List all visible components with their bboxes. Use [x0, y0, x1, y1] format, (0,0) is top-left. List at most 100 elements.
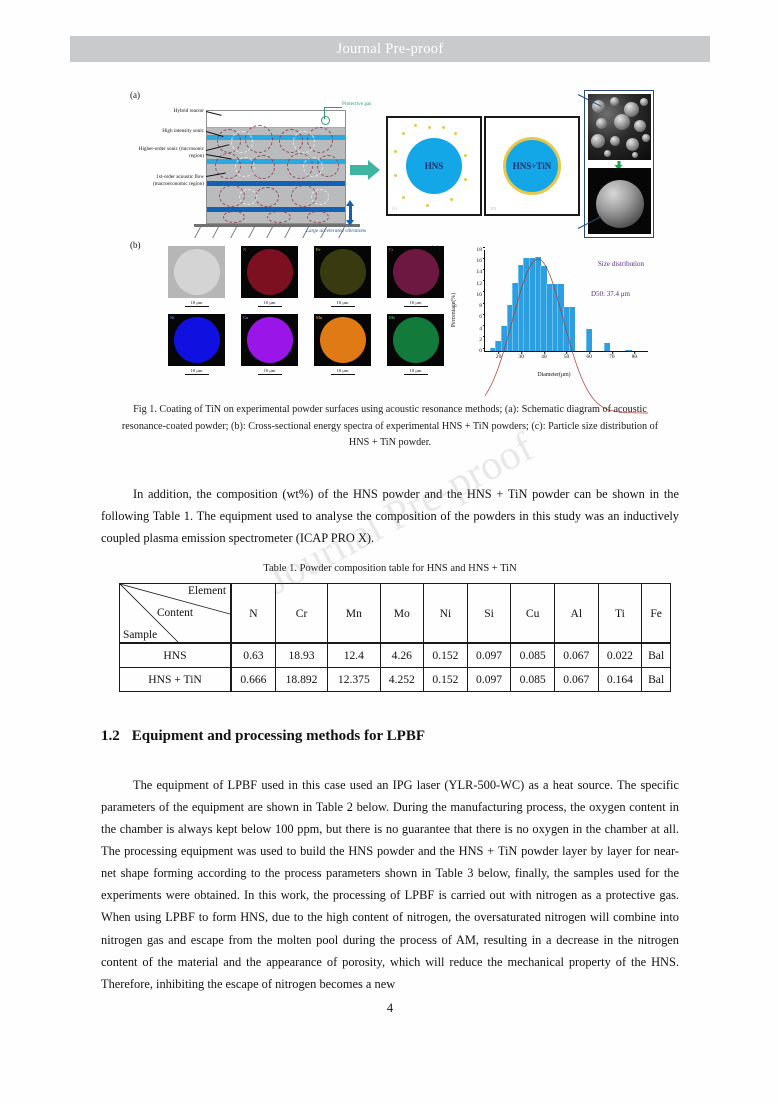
table-cell: 0.085 — [510, 667, 555, 692]
swirl-white — [239, 189, 257, 205]
panel-tag-2: TiN — [490, 206, 497, 211]
table-cell: 18.892 — [274, 667, 329, 692]
histogram-bar — [534, 256, 541, 351]
table-column-header: Al — [554, 583, 599, 644]
histogram-bar — [495, 341, 502, 351]
chart-plot-area: Size distribution D50: 37.4 μm 0 2 4 6 8 10 12… — [476, 246, 648, 352]
table-corner-cell: Element Content Sample — [119, 583, 232, 644]
x-axis-tick: 70 — [609, 351, 615, 360]
table-column-header: Mn — [327, 583, 381, 644]
histogram-bar — [546, 283, 553, 351]
eds-map-image: N — [241, 246, 298, 298]
eds-map-image: Mn — [314, 314, 371, 366]
eds-element-label: Mo — [389, 315, 396, 320]
figure-1: (a) — [128, 88, 656, 393]
table-column-header: N — [230, 583, 276, 644]
swirl-white — [311, 189, 329, 205]
histogram-bar — [585, 328, 592, 351]
section-heading-1-2: 1.2 Equipment and processing methods for … — [101, 728, 425, 745]
histogram-bar — [551, 283, 558, 351]
journal-preproof-banner: Journal Pre-proof — [70, 36, 710, 62]
table-column-header: Ni — [423, 583, 468, 644]
y-axis-tick: 4 — [479, 325, 485, 332]
panel-c-tag: (c) — [430, 244, 440, 254]
scale-bar: 10 μm — [387, 368, 444, 375]
x-axis-tick: 50 — [564, 351, 569, 360]
acoustic-band-2 — [207, 207, 345, 212]
swirl — [223, 211, 245, 223]
y-axis-tick: 18 — [476, 246, 485, 253]
histogram-bar — [523, 258, 530, 351]
eds-map-disc — [246, 249, 293, 295]
histogram-bar — [568, 307, 575, 351]
sem-image-box — [584, 90, 654, 238]
table-column-header: Mo — [379, 583, 425, 644]
x-axis-tick: 60 — [586, 351, 592, 360]
eds-map-row: Ni 10 μm Cu 10 μm Mn 10 μm Mo 10 μm — [168, 314, 444, 382]
y-axis-tick: 6 — [479, 313, 485, 320]
scale-bar: 10 μm — [168, 300, 225, 307]
table-cell: 4.26 — [379, 642, 425, 668]
table-cell: 0.067 — [554, 667, 599, 692]
label-first-order-acoustic-flow: 1st-order acoustic flow (macroeconomic r… — [152, 174, 204, 187]
swirl-white — [303, 157, 323, 177]
chart-bars-layer — [485, 250, 648, 351]
table-axis-label-element: Element — [188, 585, 226, 597]
paragraph-1-text: In addition, the composition (wt%) of th… — [101, 487, 679, 546]
table-cell: 0.022 — [597, 642, 643, 668]
label-higher-order-sonic: Higher-order sonic (microsonic region) — [138, 146, 204, 159]
paragraph-2-text: The equipment of LPBF used in this case … — [101, 778, 679, 991]
y-axis-tick: 10 — [476, 291, 485, 298]
figure-caption: Fig 1. Coating of TiN on experimental po… — [121, 404, 659, 449]
eds-map-cell: Cu 10 μm — [241, 314, 298, 375]
eds-map-image: Fe — [314, 246, 371, 298]
table-cell: 0.097 — [466, 642, 512, 668]
heading-number: 1.2 — [101, 728, 120, 744]
eds-map-image: Cu — [241, 314, 298, 366]
histogram-bar — [625, 349, 632, 351]
panel-tag-1: (1) — [392, 206, 397, 211]
eds-map-cell: Mo 10 μm — [387, 314, 444, 375]
acoustic-band-1 — [207, 181, 345, 186]
y-axis-tick: 8 — [479, 302, 485, 309]
eds-element-label: N — [243, 247, 247, 252]
table-column-header: Cu — [510, 583, 555, 644]
scale-bar: 10 μm — [314, 368, 371, 375]
table-cell: 0.085 — [510, 642, 555, 668]
table-row: HNS 0.63 18.93 12.4 4.26 0.152 0.097 0.085 0.067… — [119, 642, 671, 668]
eds-element-label: Mn — [316, 315, 323, 320]
x-axis-tick: 40 — [541, 351, 547, 360]
vibration-label: Large accelerated vibrations — [306, 228, 367, 234]
histogram-bar — [489, 348, 496, 351]
eds-map-cell: Fe 10 μm — [314, 246, 371, 307]
table-column-header: Si — [466, 583, 512, 644]
page-number: 4 — [386, 1001, 394, 1015]
label-hybrid-reactor: Hybrid reactor — [173, 108, 204, 114]
table-axis-label-sample: Sample — [123, 629, 158, 641]
eds-map-cell: Cr 10 μm — [387, 246, 444, 307]
figure-panel-b: (b) 10 μm N 10 μm Fe 10 μm Cr 10 μm Ni 10 μm Cu 10… — [128, 240, 448, 385]
table-cell: 0.067 — [554, 642, 599, 668]
panel-b-tag: (b) — [130, 240, 141, 250]
table-cell: 0.63 — [230, 642, 276, 668]
hns-particle: HNS — [406, 138, 462, 194]
y-axis-tick: 2 — [479, 336, 485, 343]
scale-bar: 10 μm — [241, 368, 298, 375]
eds-map-image — [168, 246, 225, 298]
table-cell: 0.097 — [466, 667, 512, 692]
table-cell: Bal — [641, 667, 671, 692]
table-column-header: Cr — [274, 583, 329, 644]
eds-element-label: Cr — [389, 247, 394, 252]
table-cell: 12.4 — [327, 642, 381, 668]
process-arrow-icon — [350, 160, 380, 180]
sonic-band-1 — [207, 135, 345, 140]
histogram-bar — [512, 282, 519, 351]
swirl-white — [231, 131, 253, 153]
table-cell: 0.666 — [230, 667, 276, 692]
reactor-top-chamber — [207, 111, 345, 128]
scale-bar: 10 μm — [168, 368, 225, 375]
figure-panel-a: (a) — [128, 88, 656, 240]
table-cell: 18.93 — [274, 642, 329, 668]
gaussian-fit-curve — [485, 250, 648, 413]
swirl — [307, 211, 329, 223]
